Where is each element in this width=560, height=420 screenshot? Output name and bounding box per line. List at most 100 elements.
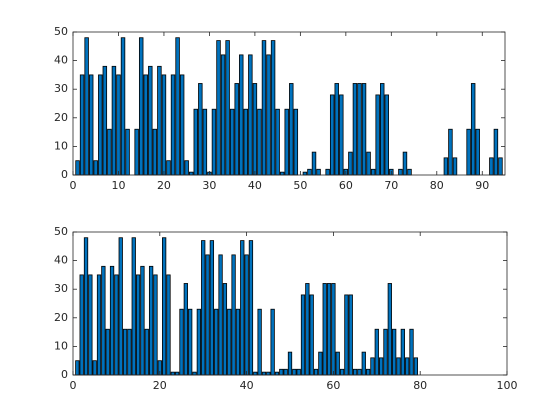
bar — [452, 157, 458, 176]
x-tick-label: 80 — [430, 179, 444, 192]
bar — [266, 54, 271, 176]
bar — [326, 283, 332, 376]
bar — [398, 168, 403, 176]
x-tick-label: 20 — [153, 379, 167, 392]
bar — [248, 54, 253, 176]
bar — [329, 94, 335, 176]
bar — [148, 65, 153, 176]
x-tick-label: 0 — [70, 179, 77, 192]
bar — [289, 83, 294, 176]
bar — [196, 308, 201, 376]
bar — [192, 371, 197, 376]
bar — [114, 274, 119, 376]
bar — [202, 108, 208, 176]
bar — [257, 108, 262, 176]
bar — [253, 371, 258, 376]
bar — [279, 368, 284, 376]
bar — [257, 308, 262, 376]
bar — [466, 128, 471, 176]
bar — [413, 357, 418, 376]
bar — [374, 328, 379, 376]
bar — [140, 265, 145, 376]
y-tick-label: 50 — [54, 25, 68, 38]
x-tick-label: 80 — [413, 379, 427, 392]
bar — [222, 283, 228, 376]
bar — [357, 83, 362, 176]
bar — [214, 308, 219, 376]
bar — [116, 74, 121, 176]
bar — [348, 294, 353, 376]
bar — [101, 265, 106, 376]
bar — [118, 237, 123, 376]
bar — [79, 74, 85, 176]
bar — [361, 83, 367, 176]
bar — [240, 240, 245, 376]
bar — [380, 83, 385, 176]
bar — [370, 357, 375, 376]
bar — [357, 368, 362, 376]
x-tick-label: 40 — [240, 379, 254, 392]
bar — [366, 151, 371, 176]
bar — [134, 128, 139, 176]
bar — [305, 283, 310, 376]
x-tick-label: 100 — [497, 379, 518, 392]
bar — [75, 360, 80, 376]
bar — [400, 328, 405, 376]
y-tick-label: 0 — [61, 368, 68, 381]
bar — [352, 368, 358, 376]
bar — [292, 368, 297, 376]
bar — [179, 74, 185, 176]
bar — [175, 37, 180, 176]
bar — [293, 108, 299, 176]
bar — [287, 351, 293, 376]
bar — [370, 168, 376, 176]
bar — [98, 74, 103, 176]
bar — [235, 308, 241, 376]
x-tick-label: 70 — [384, 179, 398, 192]
bar — [302, 171, 308, 176]
x-tick-label: 50 — [293, 179, 307, 192]
bar — [383, 328, 388, 376]
bar — [443, 157, 449, 176]
x-tick-label: 60 — [326, 379, 340, 392]
bar — [375, 94, 380, 176]
bar — [244, 254, 249, 376]
y-tick-label: 50 — [54, 225, 68, 238]
bar — [170, 371, 175, 376]
bar — [266, 371, 271, 376]
bar — [198, 83, 203, 176]
y-tick-label: 0 — [61, 168, 68, 181]
bar — [227, 308, 232, 376]
bar — [135, 274, 141, 376]
y-tick-label: 20 — [54, 111, 68, 124]
y-tick-label: 40 — [54, 254, 68, 267]
bar — [470, 83, 476, 176]
bar — [92, 360, 97, 376]
bar — [322, 283, 327, 376]
bar — [274, 371, 280, 376]
x-tick-label: 40 — [248, 179, 262, 192]
axes-box — [72, 31, 506, 176]
bar — [296, 368, 301, 376]
bar — [109, 265, 115, 376]
bar — [344, 294, 349, 376]
bar — [166, 274, 171, 376]
bar — [339, 94, 344, 176]
bar — [475, 128, 480, 176]
bar — [83, 237, 89, 376]
bar — [252, 83, 258, 176]
bar — [153, 274, 158, 376]
y-tick-label: 20 — [54, 311, 68, 324]
bar — [318, 351, 323, 376]
bar — [122, 328, 128, 376]
bar — [231, 254, 236, 376]
bar — [75, 160, 80, 176]
bar — [225, 40, 230, 176]
bar — [352, 83, 358, 176]
x-tick-label: 0 — [70, 379, 77, 392]
bar — [448, 128, 453, 176]
y-tick-label: 10 — [54, 139, 68, 152]
bar — [335, 351, 340, 376]
bar — [493, 128, 499, 176]
bar — [316, 168, 321, 176]
